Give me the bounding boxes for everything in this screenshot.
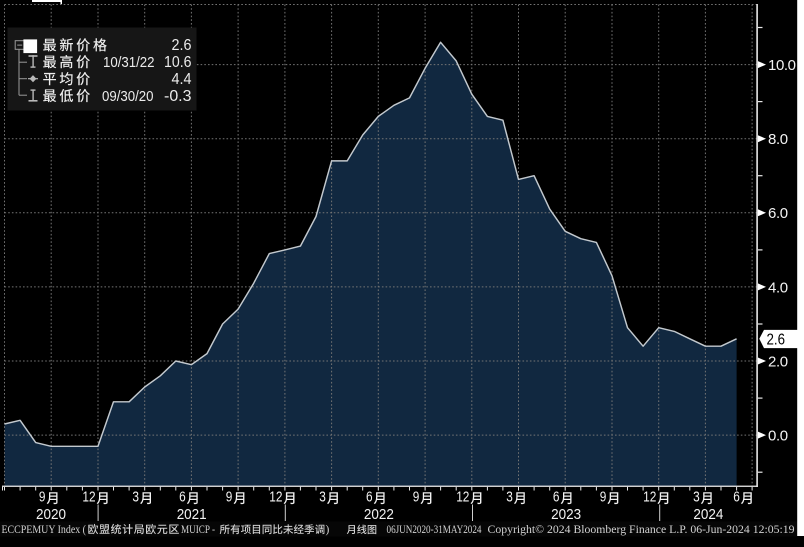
svg-text:6: 6	[366, 490, 373, 506]
svg-text:-0.3: -0.3	[164, 88, 192, 105]
svg-text:3: 3	[693, 490, 700, 506]
svg-text:2.0: 2.0	[768, 353, 788, 370]
svg-text:8.0: 8.0	[768, 131, 788, 148]
svg-text:10.0: 10.0	[768, 57, 796, 74]
svg-text:2.6: 2.6	[767, 331, 786, 348]
svg-text:9: 9	[226, 490, 233, 506]
svg-text:12: 12	[456, 490, 469, 506]
svg-text:2.6: 2.6	[172, 37, 192, 54]
svg-text:0.0: 0.0	[768, 428, 788, 445]
svg-text:2023: 2023	[551, 506, 581, 523]
svg-text:12: 12	[269, 490, 282, 506]
svg-text:): )	[326, 524, 330, 536]
svg-text:12: 12	[643, 490, 656, 506]
svg-text:Copyright© 2024 Bloomberg Fina: Copyright© 2024 Bloomberg Finance L.P. 0…	[488, 524, 795, 536]
svg-text:6: 6	[553, 490, 560, 506]
svg-text:3: 3	[319, 490, 326, 506]
svg-text:6: 6	[733, 490, 740, 506]
svg-text:4.4: 4.4	[172, 71, 192, 88]
svg-text:9: 9	[39, 490, 46, 506]
svg-text:4.0: 4.0	[768, 279, 788, 296]
svg-text:2024: 2024	[693, 506, 723, 523]
svg-text:09/30/20: 09/30/20	[102, 89, 154, 105]
svg-text:2021: 2021	[177, 506, 207, 523]
svg-text:2022: 2022	[364, 506, 394, 523]
svg-text:MUICP -: MUICP -	[181, 524, 215, 536]
svg-text:9: 9	[600, 490, 607, 506]
svg-text:3: 3	[132, 490, 139, 506]
svg-text:10.6: 10.6	[164, 54, 192, 71]
svg-text:2020: 2020	[36, 506, 66, 523]
svg-text:6.0: 6.0	[768, 205, 788, 222]
svg-text:9: 9	[413, 490, 420, 506]
svg-text:06JUN2020-31MAY2024: 06JUN2020-31MAY2024	[387, 524, 482, 536]
svg-text:6: 6	[179, 490, 186, 506]
svg-text:ECCPEMUY Index (: ECCPEMUY Index (	[2, 524, 87, 536]
svg-text:12: 12	[82, 490, 95, 506]
svg-text:10/31/22: 10/31/22	[103, 55, 155, 71]
svg-text:3: 3	[506, 490, 513, 506]
